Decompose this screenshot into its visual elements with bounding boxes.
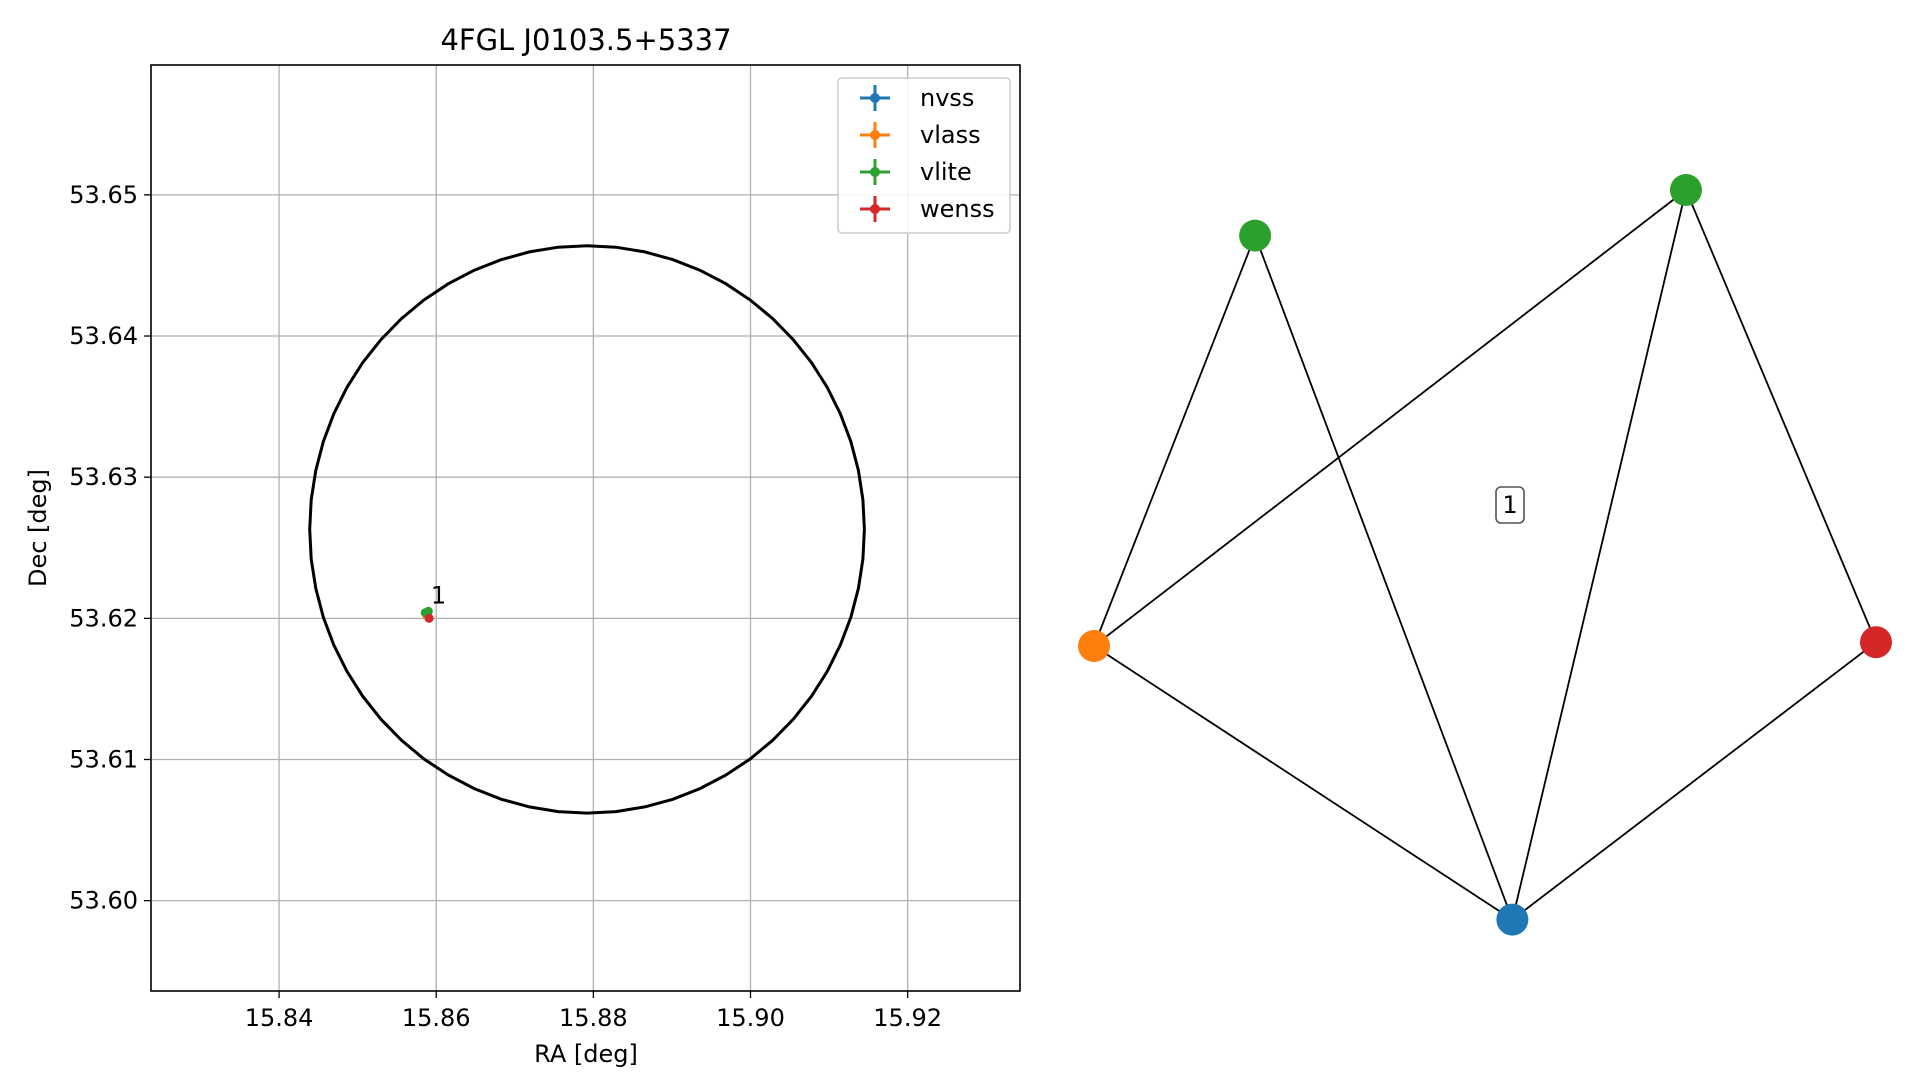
legend-label: wenss — [920, 195, 995, 223]
legend-item-vlass: vlass — [860, 121, 981, 149]
node-vlass — [1078, 630, 1110, 662]
legend-marker-dot — [870, 93, 880, 103]
chart-title: 4FGL J0103.5+5337 — [440, 23, 731, 57]
legend-label: vlass — [920, 121, 981, 149]
edge-vlass-vlite-b — [1093, 189, 1687, 647]
y-tick-label: 53.64 — [69, 322, 138, 350]
y-tick-label: 53.60 — [69, 887, 138, 915]
x-axis-title: RA [deg] — [534, 1040, 638, 1068]
legend-item-nvss: nvss — [860, 84, 974, 112]
y-tick-label: 53.61 — [69, 746, 138, 774]
network-label-box — [1495, 486, 1525, 524]
edge-vlite-a-nvss — [1254, 235, 1514, 920]
scatter-panel: 4FGL J0103.5+5337 1 15.84 15.86 15.88 15.90… — [24, 23, 1021, 1068]
network-label-text: 1 — [1502, 491, 1517, 519]
x-tick-label: 15.84 — [245, 1004, 314, 1032]
edge-vlite-b-nvss — [1511, 189, 1687, 920]
plot-frame — [150, 64, 1021, 992]
legend-item-vlite: vlite — [860, 158, 972, 186]
y-tick-label: 53.62 — [69, 604, 138, 632]
edge-vlite-b-wenss — [1685, 189, 1877, 643]
network-label: 1 — [1495, 486, 1525, 524]
legend-items: nvss vlass vlite wenss — [860, 84, 995, 223]
legend-label: nvss — [920, 84, 974, 112]
legend: nvss vlass vlite wenss — [837, 77, 1011, 234]
uncertainty-ellipse-group — [308, 244, 866, 815]
legend-marker-dot — [870, 167, 880, 177]
y-axis-ticks: 53.60 53.61 53.62 53.63 53.64 53.65 — [69, 181, 151, 915]
y-tick-label: 53.63 — [69, 463, 138, 491]
node-nvss — [1496, 903, 1529, 936]
legend-label: vlite — [920, 158, 972, 186]
point-vlite — [423, 606, 433, 616]
network-panel: 1 — [1078, 174, 1892, 936]
legend-marker-dot — [870, 130, 880, 140]
data-points — [420, 606, 434, 623]
uncertainty-ellipse — [308, 244, 866, 815]
x-tick-label: 15.90 — [716, 1004, 785, 1032]
x-tick-label: 15.86 — [402, 1004, 471, 1032]
point-wenss — [424, 613, 434, 623]
network-nodes — [1078, 174, 1892, 936]
node-vlite-b — [1669, 174, 1702, 206]
edge-vlass-vlite-a — [1093, 235, 1256, 647]
network-edges — [1093, 189, 1877, 921]
annotations: 1 — [431, 582, 446, 610]
x-axis-ticks: 15.84 15.86 15.88 15.90 15.92 — [245, 991, 942, 1032]
legend-marker-dot — [870, 204, 880, 214]
node-vlite-a — [1239, 219, 1272, 252]
y-tick-label: 53.65 — [69, 181, 138, 209]
point-annotation: 1 — [431, 582, 446, 610]
x-tick-label: 15.92 — [873, 1004, 942, 1032]
x-tick-label: 15.88 — [559, 1004, 628, 1032]
edge-vlass-nvss — [1093, 645, 1513, 921]
y-axis-title: Dec [deg] — [24, 469, 52, 587]
node-wenss — [1860, 626, 1892, 659]
edge-wenss-nvss — [1511, 641, 1877, 921]
legend-item-wenss: wenss — [860, 195, 995, 223]
legend-box — [837, 77, 1011, 234]
